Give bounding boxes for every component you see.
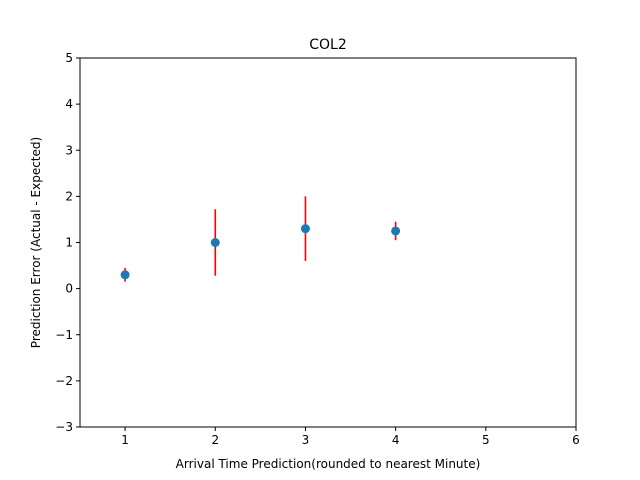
y-tick-label: −2 bbox=[55, 374, 73, 388]
data-point bbox=[391, 226, 401, 236]
y-tick-label: −3 bbox=[55, 420, 73, 434]
data-point bbox=[300, 224, 310, 234]
y-tick-label: 1 bbox=[65, 236, 73, 250]
y-tick-label: 2 bbox=[65, 189, 73, 203]
x-axis-label: Arrival Time Prediction(rounded to neare… bbox=[176, 457, 481, 471]
x-tick-label: 4 bbox=[392, 433, 400, 447]
y-tick-label: −1 bbox=[55, 328, 73, 342]
x-tick-label: 3 bbox=[302, 433, 310, 447]
x-tick-label: 6 bbox=[572, 433, 580, 447]
data-points bbox=[120, 224, 401, 280]
y-tick-label: 3 bbox=[65, 143, 73, 157]
y-axis: −3 −2 −1 0 1 2 3 4 5 bbox=[55, 51, 80, 434]
x-tick-label: 5 bbox=[482, 433, 490, 447]
y-tick-label: 5 bbox=[65, 51, 73, 65]
plot-area-frame bbox=[79, 57, 577, 428]
x-tick-label: 1 bbox=[121, 433, 129, 447]
y-tick-label: 4 bbox=[65, 97, 73, 111]
chart-title: COL2 bbox=[309, 37, 347, 53]
y-axis-label: Prediction Error (Actual - Expected) bbox=[29, 137, 43, 348]
data-point bbox=[210, 238, 220, 247]
y-tick-label: 0 bbox=[65, 282, 73, 296]
error-bars bbox=[124, 196, 397, 282]
x-tick-label: 2 bbox=[211, 433, 219, 447]
data-point bbox=[120, 270, 130, 280]
x-axis: 1 2 3 4 5 6 bbox=[121, 427, 580, 447]
